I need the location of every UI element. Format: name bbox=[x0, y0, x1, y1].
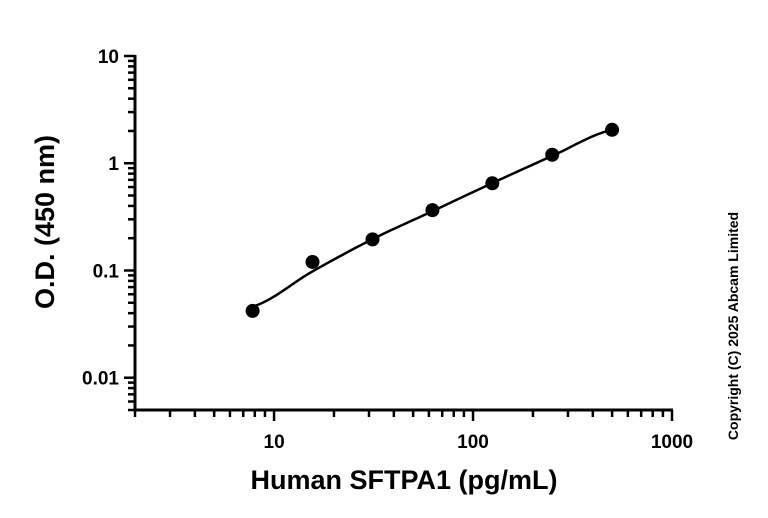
x-tick-label: 10 bbox=[264, 432, 285, 453]
x-tick-label: 100 bbox=[457, 432, 489, 453]
data-point bbox=[605, 122, 620, 137]
ticks bbox=[124, 54, 674, 421]
data-point bbox=[365, 232, 380, 247]
x-axis-title: Human SFTPA1 (pg/mL) bbox=[251, 465, 558, 495]
y-tick-label: 0.1 bbox=[93, 261, 120, 282]
data-points bbox=[245, 122, 620, 318]
data-point bbox=[425, 203, 440, 218]
data-point bbox=[485, 176, 500, 191]
tick-labels: 10 100 1000 0.01 0.1 1 10 bbox=[82, 47, 693, 453]
axes bbox=[133, 55, 673, 412]
y-tick-label: 1 bbox=[108, 154, 119, 175]
y-tick-label: 10 bbox=[98, 47, 119, 68]
y-tick-label: 0.01 bbox=[82, 369, 119, 390]
data-point bbox=[305, 254, 320, 269]
copyright-text: Copyright (C) 2025 Abcam Limited bbox=[725, 212, 741, 440]
data-point bbox=[545, 147, 560, 162]
y-axis-title: O.D. (450 nm) bbox=[30, 135, 60, 309]
data-point bbox=[245, 303, 260, 318]
x-tick-label: 1000 bbox=[651, 432, 693, 453]
